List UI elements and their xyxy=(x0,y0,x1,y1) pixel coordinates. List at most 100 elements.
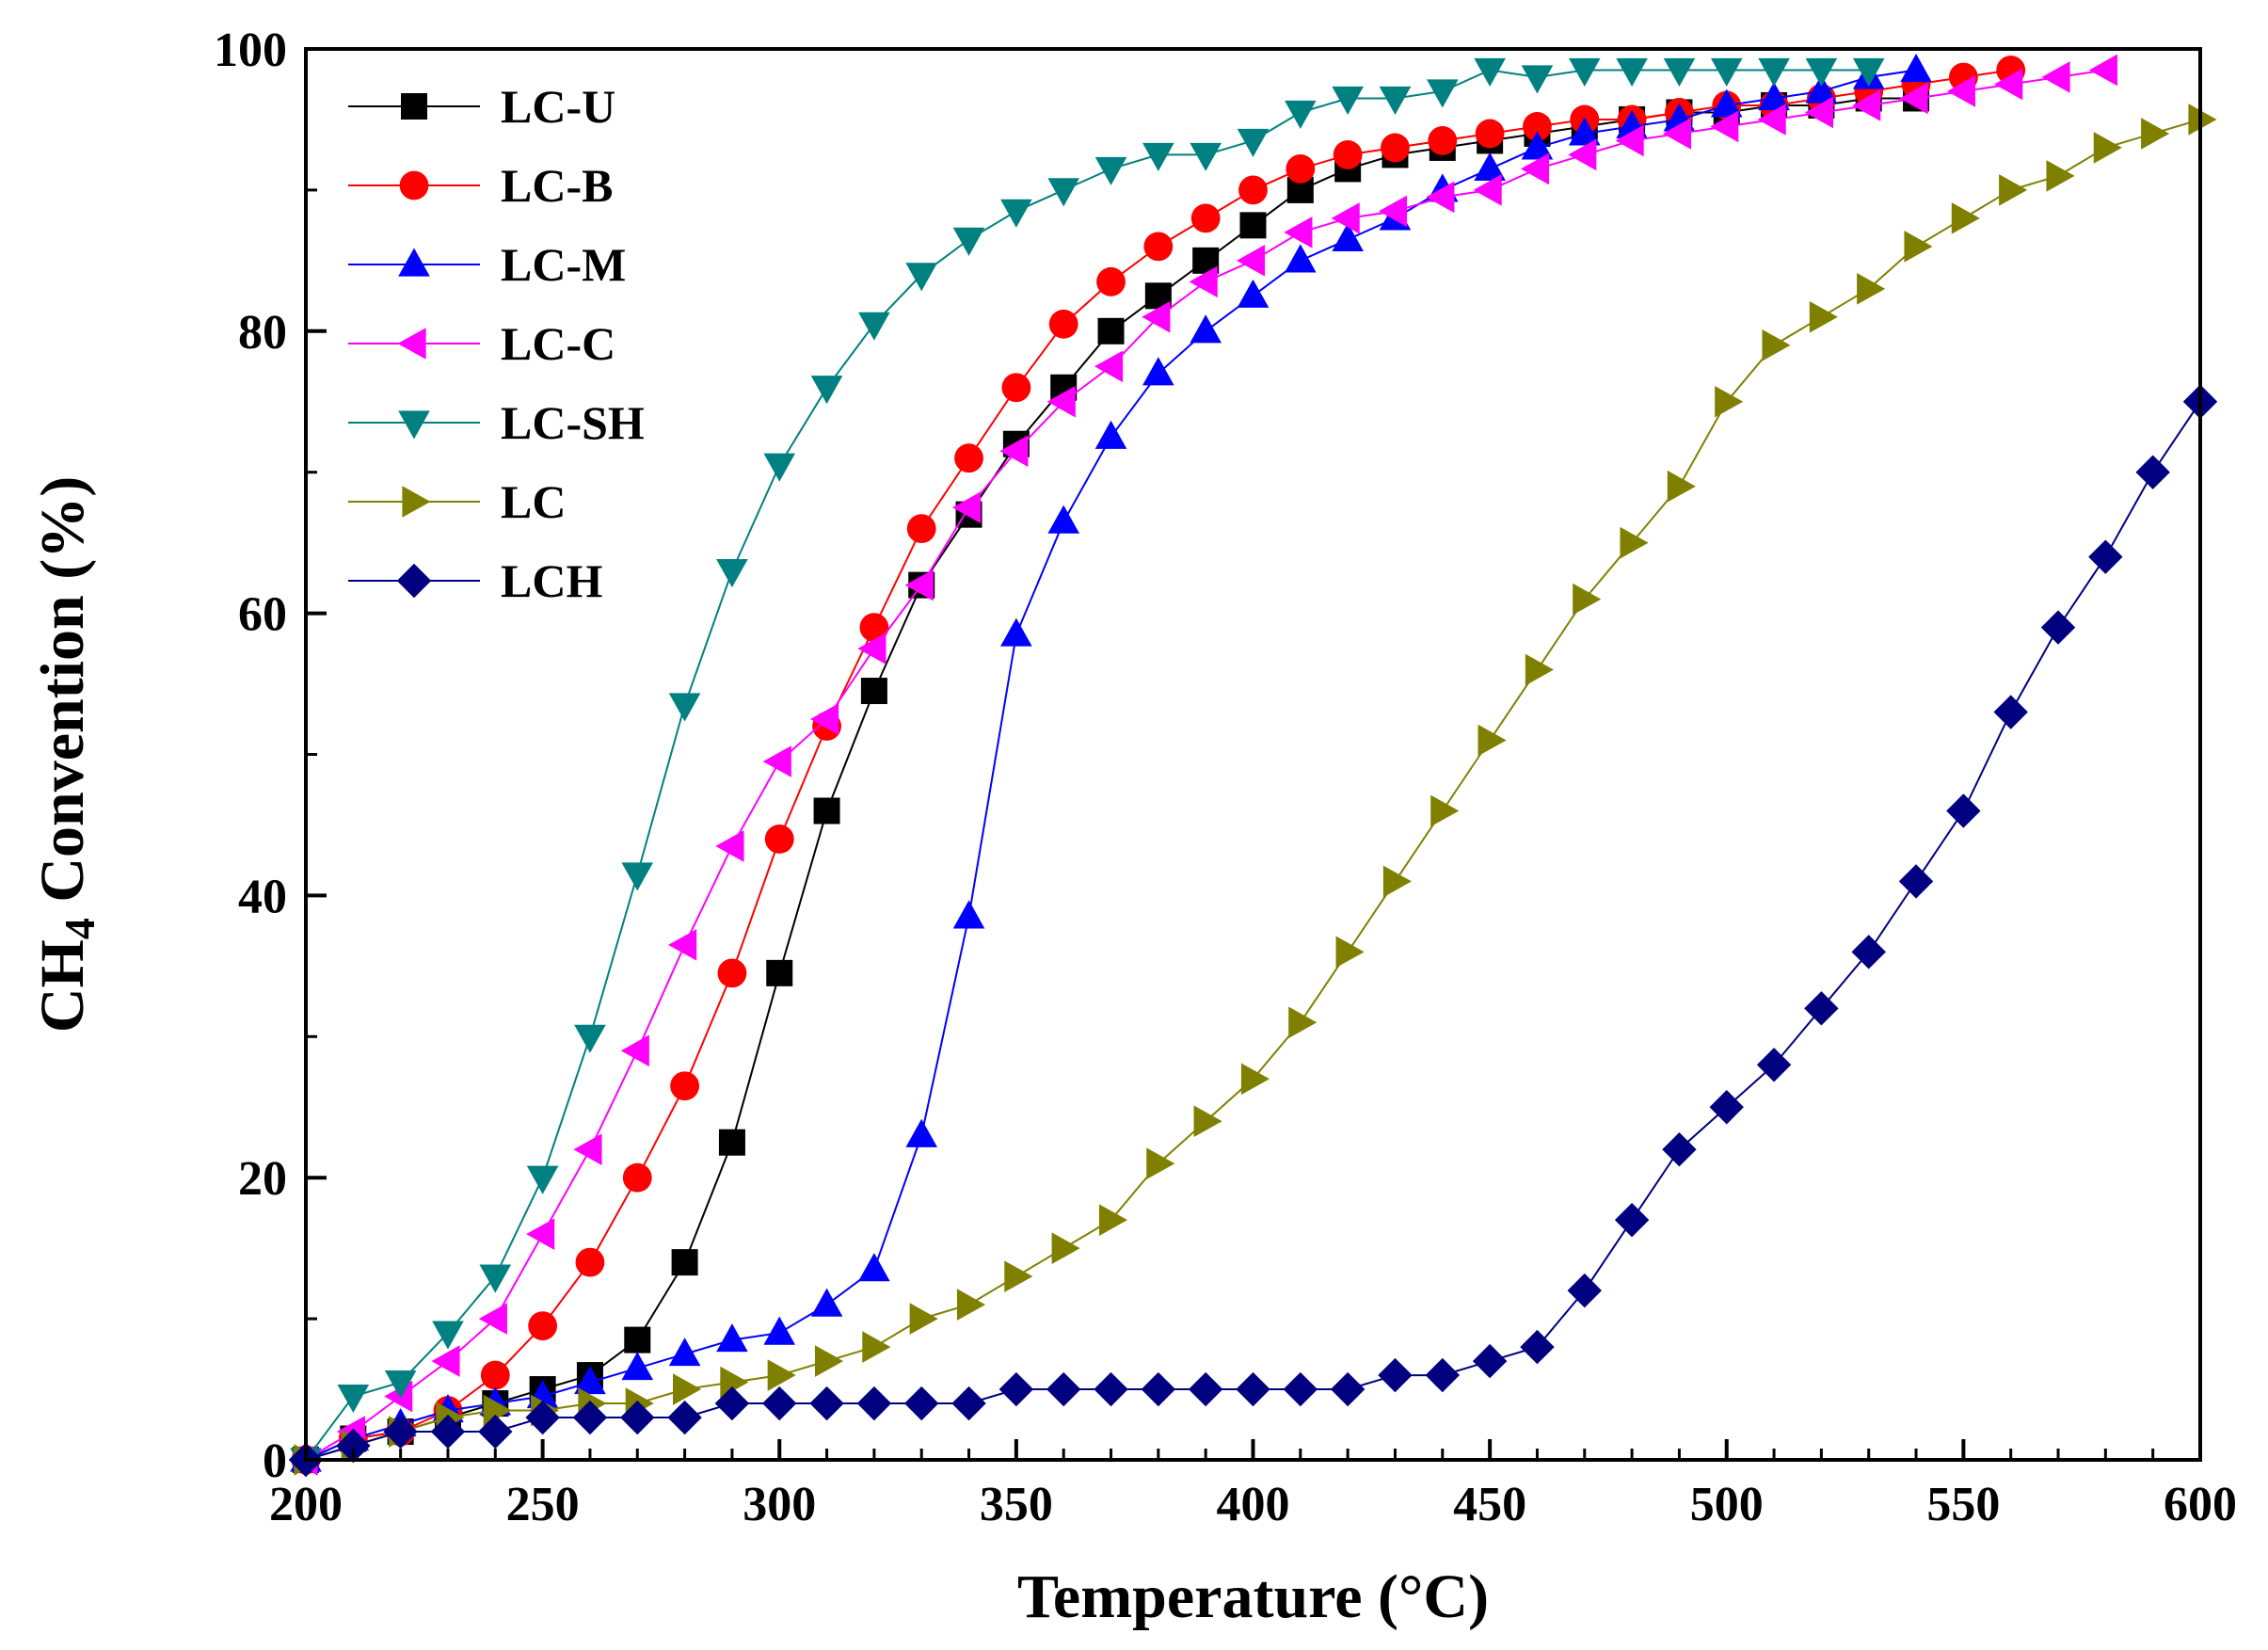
x-tick-label: 250 xyxy=(506,1478,580,1531)
data-point xyxy=(813,797,840,825)
data-point xyxy=(2188,104,2217,136)
data-point xyxy=(2141,118,2170,150)
data-point xyxy=(1428,126,1458,155)
data-point xyxy=(1568,57,1601,87)
data-point xyxy=(1094,420,1127,449)
x-tick-label: 500 xyxy=(1690,1478,1764,1531)
legend-item-lch: LCH xyxy=(348,554,602,607)
data-point xyxy=(1097,317,1125,344)
data-point xyxy=(1285,244,1317,273)
data-point xyxy=(1762,328,1791,361)
data-point xyxy=(1237,128,1270,157)
data-point xyxy=(483,1394,512,1427)
data-point xyxy=(905,263,938,292)
data-point xyxy=(1143,232,1174,262)
data-point xyxy=(525,1400,560,1435)
data-point xyxy=(1852,57,1885,87)
y-tick-label: 20 xyxy=(238,1152,287,1206)
series-layer xyxy=(288,53,2218,1478)
data-point xyxy=(1805,57,1838,87)
data-point xyxy=(383,1414,418,1450)
data-point xyxy=(1283,1371,1318,1407)
data-point xyxy=(956,1289,986,1321)
series-lc-c xyxy=(289,54,2117,1476)
data-point xyxy=(1284,216,1313,248)
data-point xyxy=(809,1386,844,1421)
series-line xyxy=(305,69,1869,1461)
series-lc-b xyxy=(291,56,2026,1475)
data-point xyxy=(1904,231,1933,263)
data-point xyxy=(1046,385,1076,418)
data-point xyxy=(1474,152,1506,182)
data-point xyxy=(2041,61,2070,93)
data-point xyxy=(574,1024,606,1053)
data-point xyxy=(1710,57,1743,87)
data-point xyxy=(762,745,791,777)
x-tick-label: 350 xyxy=(980,1478,1053,1531)
data-point xyxy=(1804,96,1833,129)
data-point xyxy=(716,1323,748,1353)
legend-item-lc-m: LC-M xyxy=(348,238,626,291)
data-point xyxy=(1520,1329,1555,1365)
data-point xyxy=(1189,265,1218,298)
data-point xyxy=(1758,57,1790,87)
data-point xyxy=(1190,142,1222,171)
data-point xyxy=(1899,82,1928,115)
data-point xyxy=(668,693,701,722)
data-point xyxy=(1285,100,1317,129)
data-point xyxy=(1381,133,1410,163)
x-tick-label: 300 xyxy=(743,1478,816,1531)
data-point xyxy=(905,1118,938,1147)
data-point xyxy=(1190,314,1222,344)
data-point xyxy=(1379,86,1412,115)
data-point xyxy=(715,830,744,862)
data-point xyxy=(1000,617,1032,647)
data-point xyxy=(952,227,985,256)
data-point xyxy=(337,1384,370,1414)
data-point xyxy=(1286,154,1316,184)
data-point xyxy=(1330,1371,1366,1407)
series-lch xyxy=(288,384,2218,1478)
ticks-layer: 200 250 300 350 400 450 500 550 600 0 20 40 60 80 100 xyxy=(214,24,2237,1531)
data-point xyxy=(951,1386,986,1421)
data-point xyxy=(2040,610,2076,645)
data-point xyxy=(1710,110,1739,143)
data-point xyxy=(1333,140,1363,169)
data-point xyxy=(1715,385,1744,418)
data-point xyxy=(857,633,886,665)
x-tick-label: 600 xyxy=(2164,1478,2237,1531)
data-point xyxy=(624,1326,651,1354)
data-point xyxy=(526,1218,555,1250)
data-point xyxy=(1425,1357,1460,1393)
data-point xyxy=(384,1370,417,1400)
data-point xyxy=(1047,505,1079,534)
data-point xyxy=(1857,273,1886,305)
data-point xyxy=(1614,1202,1650,1238)
data-point xyxy=(1472,1343,1508,1379)
data-point xyxy=(762,1386,797,1421)
data-point xyxy=(1236,1371,1270,1407)
legend-item-lc-sh: LC-SH xyxy=(348,396,645,449)
data-point xyxy=(1142,142,1174,171)
data-point xyxy=(1662,118,1692,150)
data-point xyxy=(1193,1105,1222,1138)
data-point xyxy=(1758,81,1790,111)
data-point xyxy=(1994,68,2023,101)
legend: LC-U LC-B LC-M LC-C LC-SH LC LCH xyxy=(348,80,645,607)
data-point xyxy=(1710,88,1743,118)
data-point xyxy=(858,312,890,341)
legend-item-lc-c: LC-C xyxy=(348,317,615,370)
data-point xyxy=(2088,539,2123,574)
data-point xyxy=(620,1400,655,1435)
data-point xyxy=(1667,470,1696,503)
data-point xyxy=(1240,1063,1270,1096)
legend-marker xyxy=(399,170,429,200)
data-point xyxy=(1851,935,1886,969)
data-point xyxy=(479,1264,512,1293)
data-point xyxy=(1142,301,1171,333)
data-point xyxy=(1809,301,1838,333)
data-point xyxy=(1620,526,1649,559)
data-point xyxy=(860,678,887,705)
data-point xyxy=(572,1400,608,1435)
